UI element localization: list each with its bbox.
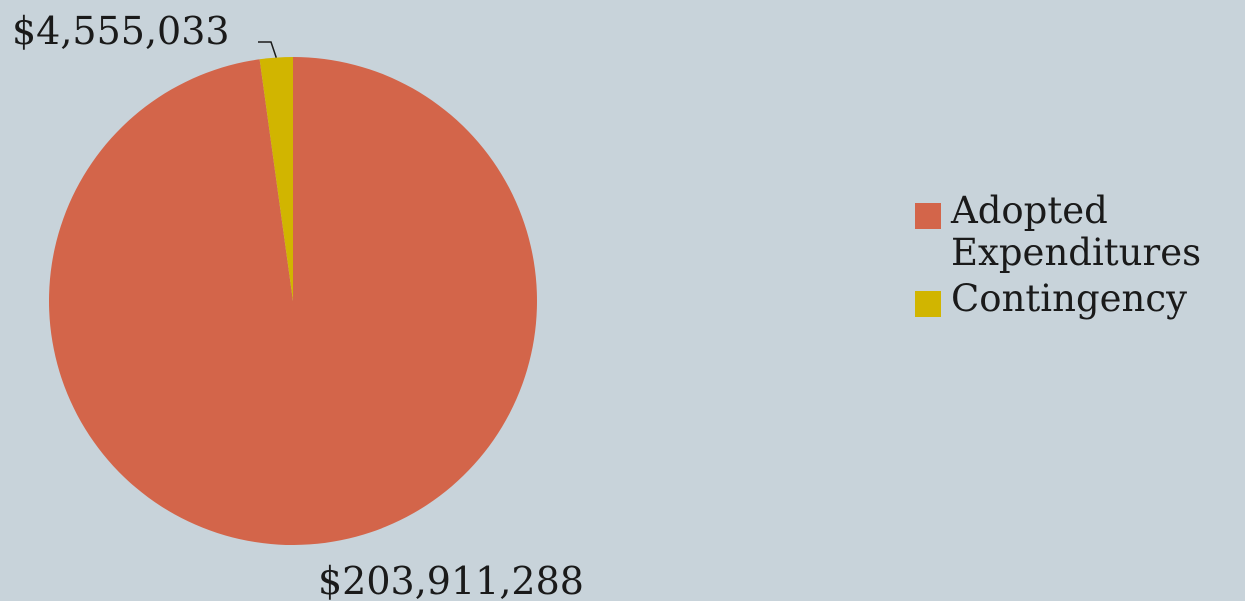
legend-label-adopted-expenditures: Adopted Expenditures [951,189,1202,274]
data-label-adopted-expenditures: $203,911,288 [318,559,584,601]
chart-legend: Adopted Expenditures Contingency [915,190,1235,324]
pie-data-labels: $203,911,288 $4,555,033 [12,9,584,601]
legend-label-contingency: Contingency [951,277,1187,320]
pie-slice-contingency [259,57,293,301]
legend-swatch-adopted-expenditures [915,203,941,229]
legend-swatch-contingency [915,291,941,317]
pie-slices [48,57,537,546]
legend-item-adopted-expenditures: Adopted Expenditures [915,190,1235,274]
leader-line-contingency [258,41,277,58]
pie-slice-adopted-expenditures [48,57,537,546]
legend-item-contingency: Contingency [915,278,1235,320]
data-label-contingency: $4,555,033 [12,9,230,53]
